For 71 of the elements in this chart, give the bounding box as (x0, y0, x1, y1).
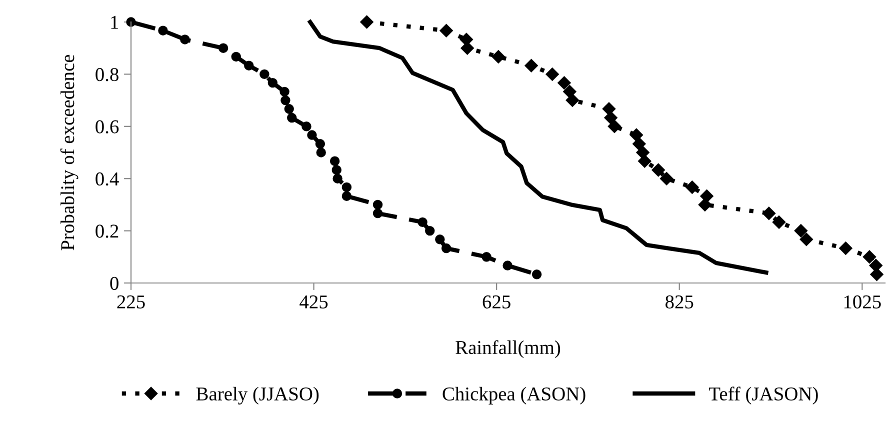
point (652, 163, 665, 177)
point (839, 242, 852, 255)
point (630, 128, 643, 142)
point (332, 165, 342, 175)
point (231, 52, 241, 62)
point (280, 95, 290, 106)
point (307, 130, 317, 140)
legend-label: Chickpea (ASON) (442, 386, 586, 404)
y-axis-title: Probablity of exceedence (60, 54, 78, 250)
point (441, 243, 452, 254)
point (435, 234, 445, 244)
point (492, 50, 505, 64)
point (566, 94, 580, 107)
point (284, 104, 294, 114)
x-tick-label: 425 (300, 295, 328, 308)
point (870, 268, 884, 281)
x-axis-title: Rainfall(mm) (456, 340, 560, 358)
line-series (308, 20, 768, 275)
point (632, 137, 646, 150)
point (316, 148, 326, 158)
point (218, 43, 228, 53)
legend-label: Barely (JJASO) (196, 386, 319, 405)
point (372, 208, 383, 218)
x-tick-label: 625 (482, 295, 510, 308)
point (862, 250, 876, 264)
point (558, 76, 571, 90)
y-tick-label: 1 (111, 16, 118, 29)
point (330, 156, 340, 166)
point (698, 198, 712, 212)
point (563, 85, 576, 98)
point (460, 42, 474, 55)
point (342, 182, 352, 192)
point (158, 26, 168, 36)
x-tick-label: 1025 (844, 295, 881, 308)
point (772, 216, 786, 229)
point (604, 111, 618, 124)
y-tick-label: 0.4 (96, 172, 119, 186)
point (260, 69, 270, 80)
point (332, 174, 342, 184)
point (660, 172, 674, 186)
legend-label: Teff (JASON) (708, 386, 818, 404)
point (440, 24, 453, 38)
point (418, 217, 428, 228)
point (502, 260, 512, 270)
y-tick-label: 0.8 (96, 68, 118, 82)
point (546, 68, 559, 81)
point (244, 60, 254, 70)
point (608, 120, 622, 133)
point (372, 200, 383, 210)
x-tick-label: 825 (666, 295, 694, 308)
point (180, 34, 190, 44)
point (286, 112, 297, 123)
point (524, 59, 538, 72)
point (342, 191, 352, 201)
point (482, 252, 492, 262)
point (686, 180, 699, 194)
point (762, 206, 776, 220)
point (638, 154, 652, 168)
y-tick-label: 0 (110, 276, 118, 290)
point (800, 232, 813, 246)
point (280, 86, 290, 97)
point (532, 270, 542, 280)
y-tick-label: 0.6 (96, 120, 119, 134)
point (424, 226, 435, 236)
y-tick-label: 0.2 (96, 224, 118, 238)
point (315, 139, 326, 149)
point (360, 15, 374, 29)
point (794, 224, 808, 238)
point (302, 122, 312, 132)
point (268, 78, 278, 88)
x-tick-label: 225 (117, 295, 145, 308)
